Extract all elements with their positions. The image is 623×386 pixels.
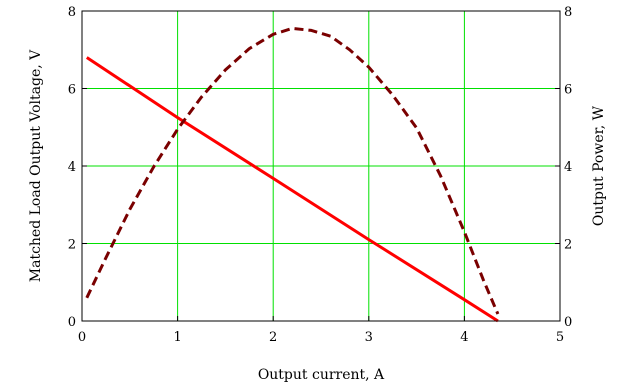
y-left-tick-label: 0 <box>68 315 76 330</box>
y-right-tick-label: 6 <box>564 83 572 98</box>
y-left-tick-label: 4 <box>68 160 76 175</box>
grid-lines <box>82 11 560 321</box>
plot-series <box>85 26 500 323</box>
y-right-tick-label: 0 <box>564 315 572 330</box>
y-right-tick-label: 4 <box>564 160 572 175</box>
x-tick-label: 3 <box>365 330 373 345</box>
y-right-tick-label: 8 <box>564 5 572 20</box>
y-left-tick-label: 2 <box>68 238 76 253</box>
x-tick-label: 4 <box>460 330 468 345</box>
output-voltage-line <box>85 56 499 323</box>
x-tick-label: 2 <box>269 330 277 345</box>
y-axis-right-label: Output Power, W <box>591 105 607 226</box>
y-left-tick-label: 6 <box>68 83 76 98</box>
y-right-tick-label: 2 <box>564 238 572 253</box>
x-tick-label: 0 <box>78 330 86 345</box>
output-power-line <box>85 26 500 315</box>
y-left-tick-label: 8 <box>68 5 76 20</box>
x-tick-label: 5 <box>556 330 564 345</box>
y-axis-left-label: Matched Load Output Voltage, V <box>28 49 44 282</box>
x-tick-label: 1 <box>173 330 181 345</box>
x-axis-label: Output current, A <box>258 367 385 383</box>
